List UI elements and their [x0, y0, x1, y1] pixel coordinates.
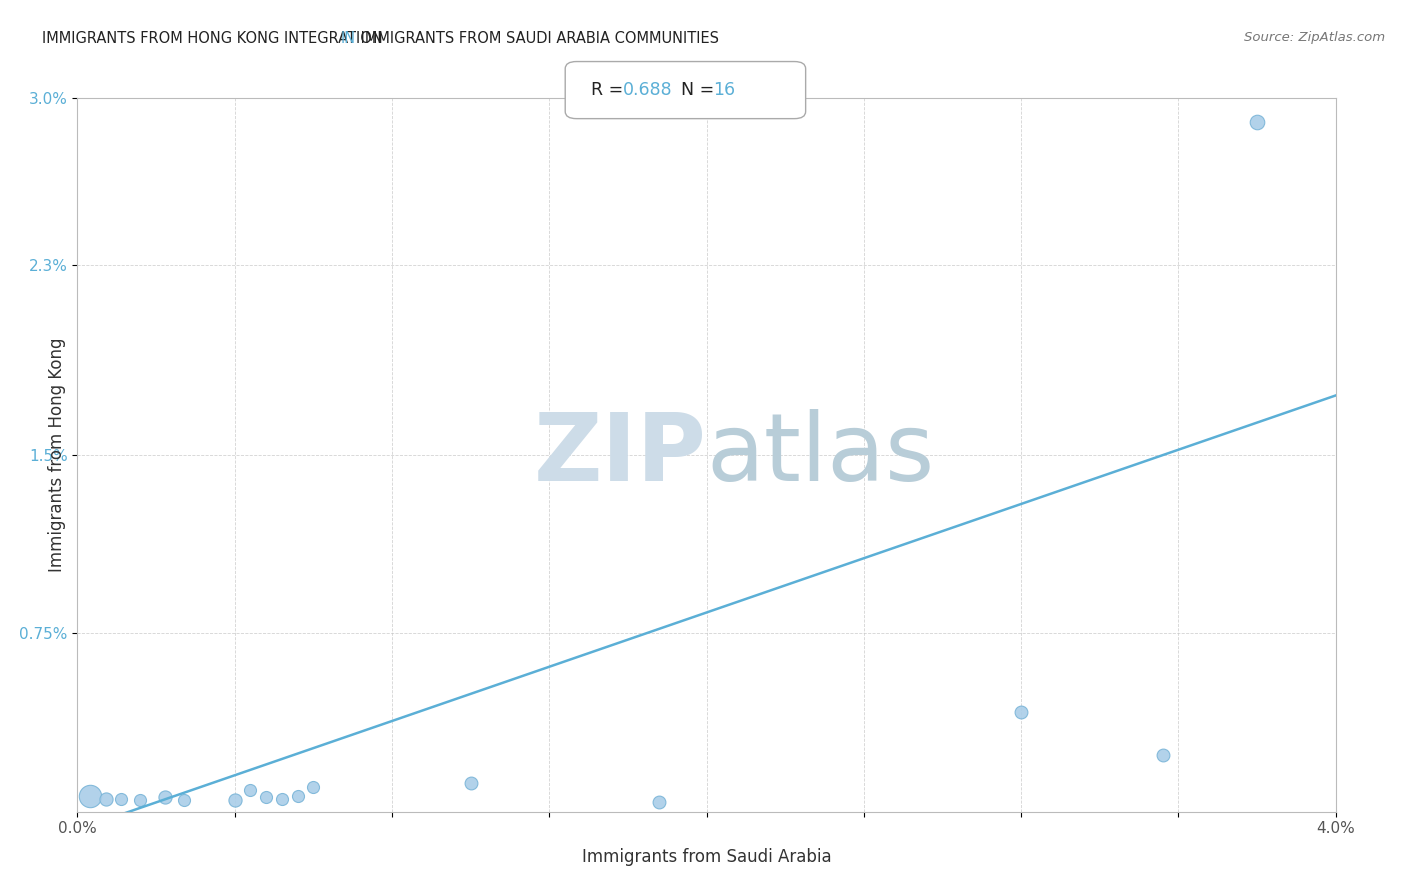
- Text: 0.688: 0.688: [623, 81, 672, 99]
- Text: 16: 16: [713, 81, 735, 99]
- Point: [270, 792, 292, 806]
- Point: [254, 790, 277, 805]
- Point: [129, 793, 152, 807]
- Point: [173, 793, 195, 807]
- Text: N =: N =: [681, 81, 720, 99]
- Point: [1010, 705, 1032, 719]
- Point: [155, 790, 177, 805]
- Point: [94, 791, 117, 805]
- Text: IMMIGRANTS FROM HONG KONG INTEGRATION: IMMIGRANTS FROM HONG KONG INTEGRATION: [42, 31, 388, 46]
- Point: [460, 776, 482, 790]
- Text: ZIP: ZIP: [534, 409, 707, 501]
- Text: atlas: atlas: [707, 409, 935, 501]
- Text: IMMIGRANTS FROM SAUDI ARABIA COMMUNITIES: IMMIGRANTS FROM SAUDI ARABIA COMMUNITIES: [356, 31, 720, 46]
- X-axis label: Immigrants from Saudi Arabia: Immigrants from Saudi Arabia: [582, 847, 831, 865]
- Point: [79, 789, 101, 804]
- Text: Source: ZipAtlas.com: Source: ZipAtlas.com: [1244, 31, 1385, 45]
- Point: [239, 783, 262, 797]
- Text: IN: IN: [342, 31, 356, 46]
- Point: [224, 793, 246, 807]
- Point: [1246, 115, 1268, 129]
- Point: [302, 780, 325, 794]
- Point: [648, 795, 671, 809]
- Point: [110, 792, 132, 806]
- Text: R =: R =: [591, 81, 628, 99]
- Y-axis label: Immigrants from Hong Kong: Immigrants from Hong Kong: [48, 338, 66, 572]
- Point: [287, 789, 309, 804]
- Point: [1152, 747, 1174, 762]
